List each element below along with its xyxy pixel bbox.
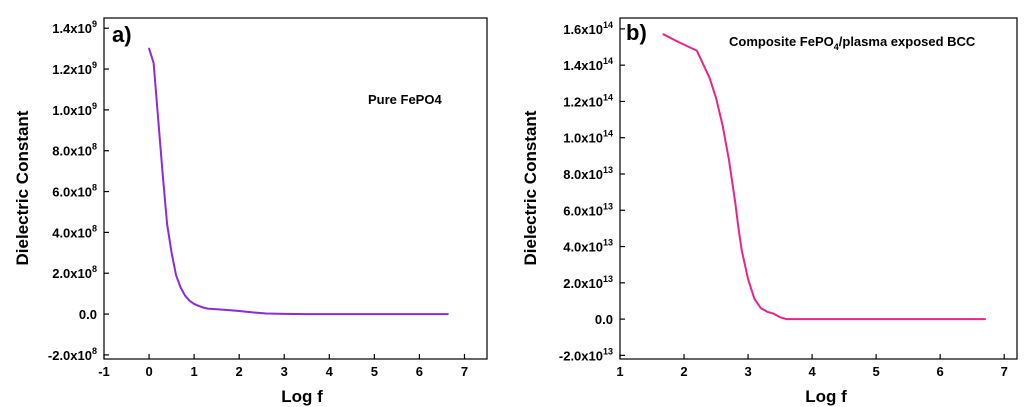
panel-b-annotation-rest: /plasma exposed BCC (839, 34, 976, 49)
panel-b-annotation-main: Composite FePO (729, 34, 834, 49)
panel-b-x-tick-label: 6 (937, 364, 944, 379)
panel-a-x-ticks: -1 0 1 2 3 4 5 6 7 (98, 354, 468, 379)
panel-a-annotation: Pure FePO4 (368, 92, 442, 107)
panel-b-chart: 1 2 3 4 5 6 7 -2.0x1013 0.0 2.0x1013 4.0x1013 6.0x… (521, 17, 1018, 406)
panel-a-series-line (148, 47, 449, 316)
panel-b-y-tick-label: 1.2x1014 (563, 92, 613, 109)
panel-a-y-ticks: -2.0x108 0.0 2.0x108 4.0x108 6.0x108 8.0x108 1… (48, 19, 109, 363)
panel-a-label: a) (112, 22, 132, 47)
panel-b-annotation-subscript: 4 (834, 42, 839, 52)
panel-b-x-tick-label: 4 (808, 364, 816, 379)
panel-a-y-tick-label: 6.0x108 (52, 183, 97, 200)
panel-b-y-tick-label: -2.0x1013 (559, 346, 613, 363)
panel-b-y-ticks: -2.0x1013 0.0 2.0x1013 4.0x1013 6.0x1013 8.0x… (559, 20, 625, 363)
panel-a-x-tick-label: 5 (371, 364, 378, 379)
panel-b-series-line (662, 33, 986, 321)
panel-a-x-tick-label: 6 (416, 364, 423, 379)
panel-b-y-tick-label: 2.0x1013 (563, 274, 613, 291)
panel-b-annotation: Composite FePO4/plasma exposed BCC (729, 34, 976, 52)
panel-a-x-tick-label: 3 (281, 364, 288, 379)
panel-b-x-tick-label: 5 (873, 364, 880, 379)
panel-b-x-tick-label: 7 (1001, 364, 1008, 379)
panel-b-x-tick-label: 2 (680, 364, 687, 379)
panel-b-label: b) (626, 20, 647, 45)
panel-b-y-tick-label: 0.0 (595, 312, 613, 327)
panel-a-y-tick-label: 0.0 (79, 307, 97, 322)
panel-a-x-tick-label: 0 (145, 364, 152, 379)
panel-a-y-tick-label: 8.0x108 (52, 142, 97, 159)
panel-a-y-tick-label: 1.2x109 (52, 60, 97, 77)
panel-b-y-tick-label: 6.0x1013 (563, 201, 613, 218)
panel-a-x-tick-label: 4 (326, 364, 334, 379)
panel-b-plot-frame (619, 17, 1018, 360)
panel-a-y-tick-label: 4.0x108 (52, 223, 97, 240)
panel-a-x-tick-label: 7 (461, 364, 468, 379)
panel-a-x-tick-label: -1 (98, 364, 110, 379)
panel-b-y-tick-label: 1.4x1014 (563, 56, 613, 73)
panel-a-x-tick-label: 1 (191, 364, 198, 379)
panel-b-y-axis-title: Dielectric Constant (521, 110, 540, 265)
panel-b-y-tick-label: 8.0x1013 (563, 165, 613, 182)
panel-b-x-tick-label: 1 (616, 364, 623, 379)
panel-a-y-tick-label: 2.0x108 (52, 264, 97, 281)
panel-a-y-tick-label: 1.0x109 (52, 101, 97, 118)
panel-b-x-ticks: 1 2 3 4 5 6 7 (616, 354, 1008, 379)
panel-b-y-tick-label: 1.0x1014 (563, 129, 613, 146)
panel-b-y-tick-label: 4.0x1013 (563, 238, 613, 255)
panel-b-x-axis-title: Log f (805, 387, 847, 406)
panel-a-y-tick-label: -2.0x108 (48, 346, 97, 363)
panel-b-y-tick-label: 1.6x1014 (563, 20, 613, 37)
panel-a-y-tick-label: 1.4x109 (52, 19, 97, 36)
panel-a-plot-frame (103, 17, 488, 360)
panel-b-x-tick-label: 3 (744, 364, 751, 379)
panel-a-y-axis-title: Dielectric Constant (13, 110, 32, 265)
panel-a-x-axis-title: Log f (281, 387, 323, 406)
panel-a-chart: -1 0 1 2 3 4 5 6 7 -2.0x108 0.0 2.0x108 4.0x108 6.0x… (13, 17, 488, 406)
panel-a-x-tick-label: 2 (236, 364, 243, 379)
